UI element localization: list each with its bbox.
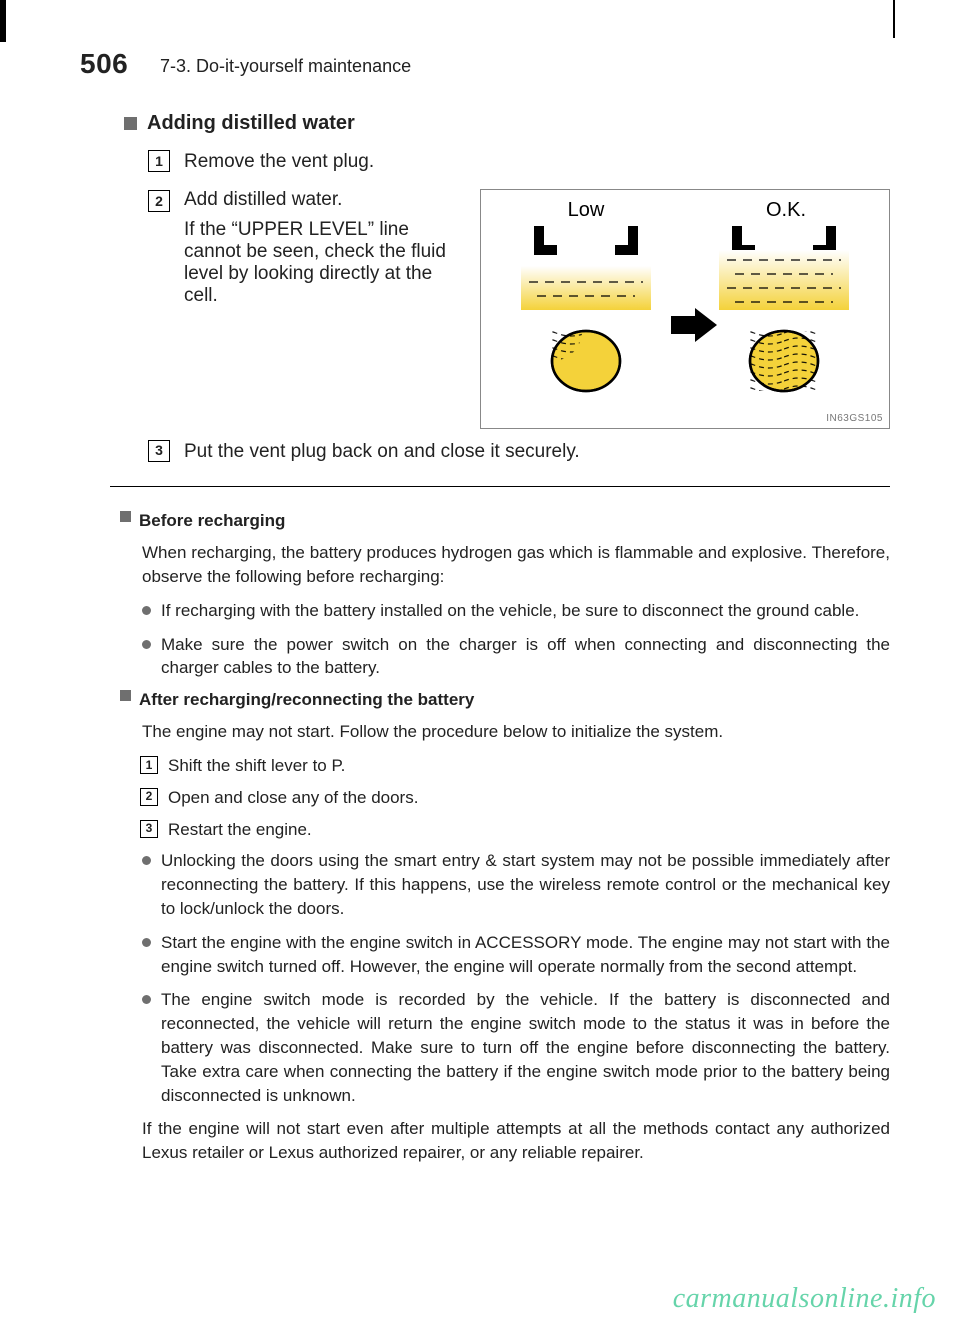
step-text: Shift the shift lever to P. — [168, 754, 345, 778]
step-1: 1 Remove the vent plug. — [148, 149, 890, 175]
step-text: Remove the vent plug. — [184, 149, 890, 175]
watermark: carmanualsonline.info — [673, 1283, 936, 1315]
bullet-text: The engine switch mode is recorded by th… — [161, 988, 890, 1107]
arrow-icon — [671, 308, 717, 342]
step-text: Add distilled water. — [184, 189, 462, 211]
step-2-with-figure: 2 Add distilled water. If the “UPPER LEV… — [148, 189, 890, 429]
circle-bullet-icon — [142, 606, 151, 615]
step-text: Open and close any of the doors. — [168, 786, 418, 810]
step-3: 3 Put the vent plug back on and close it… — [148, 439, 890, 465]
step-text: Put the vent plug back on and close it s… — [184, 439, 890, 465]
section-path: 7-3. Do-it-yourself maintenance — [160, 56, 411, 77]
bullet-item: Make sure the power switch on the charge… — [142, 633, 890, 681]
circle-bullet-icon — [142, 995, 151, 1004]
step-number-box: 2 — [148, 190, 170, 212]
heading-adding-water: Adding distilled water — [124, 112, 890, 135]
circle-bullet-icon — [142, 938, 151, 947]
bullet-item: If recharging with the battery installed… — [142, 599, 890, 623]
bullet-text: Unlocking the doors using the smart entr… — [161, 849, 890, 920]
header-right-tick — [893, 0, 895, 38]
square-bullet-icon — [124, 117, 137, 130]
heading-before-recharging: Before recharging — [120, 511, 890, 531]
bullet-item: Unlocking the doors using the smart entr… — [142, 849, 890, 920]
circle-bullet-icon — [142, 856, 151, 865]
step-3: 3 Restart the engine. — [140, 818, 890, 842]
bullet-text: Make sure the power switch on the charge… — [161, 633, 890, 681]
label-low: Low — [568, 199, 605, 221]
content: Adding distilled water 1 Remove the vent… — [80, 112, 890, 1165]
paragraph: When recharging, the battery produces hy… — [142, 541, 890, 589]
step-number-box: 1 — [140, 756, 158, 774]
page-number: 506 — [80, 48, 128, 80]
step-number-box: 3 — [148, 440, 170, 462]
heading-text: Adding distilled water — [147, 112, 355, 135]
divider — [110, 486, 890, 487]
paragraph: If the engine will not start even after … — [142, 1117, 890, 1165]
square-bullet-icon — [120, 511, 131, 522]
battery-level-figure: Low O.K. — [480, 189, 890, 429]
figure-caption: IN63GS105 — [826, 413, 883, 424]
bullet-text: If recharging with the battery installed… — [161, 599, 890, 623]
step-number-box: 2 — [140, 788, 158, 806]
bullet-item: The engine switch mode is recorded by th… — [142, 988, 890, 1107]
circle-bullet-icon — [142, 640, 151, 649]
figure-svg: Low O.K. — [481, 190, 891, 430]
header-left-bar — [0, 0, 6, 42]
paragraph: The engine may not start. Follow the pro… — [142, 720, 890, 744]
step-1: 1 Shift the shift lever to P. — [140, 754, 890, 778]
heading-text: Before recharging — [139, 511, 285, 531]
heading-text: After recharging/reconnecting the batter… — [139, 690, 474, 710]
step-number-box: 3 — [140, 820, 158, 838]
step-text: Restart the engine. — [168, 818, 312, 842]
step-number-box: 1 — [148, 150, 170, 172]
square-bullet-icon — [120, 690, 131, 701]
page: 506 7-3. Do-it-yourself maintenance Addi… — [0, 0, 960, 1215]
step-2: 2 Open and close any of the doors. — [140, 786, 890, 810]
bullet-item: Start the engine with the engine switch … — [142, 931, 890, 979]
label-ok: O.K. — [766, 199, 806, 221]
step-subtext: If the “UPPER LEVEL” line cannot be seen… — [184, 219, 462, 307]
heading-after-recharging: After recharging/reconnecting the batter… — [120, 690, 890, 710]
bullet-text: Start the engine with the engine switch … — [161, 931, 890, 979]
